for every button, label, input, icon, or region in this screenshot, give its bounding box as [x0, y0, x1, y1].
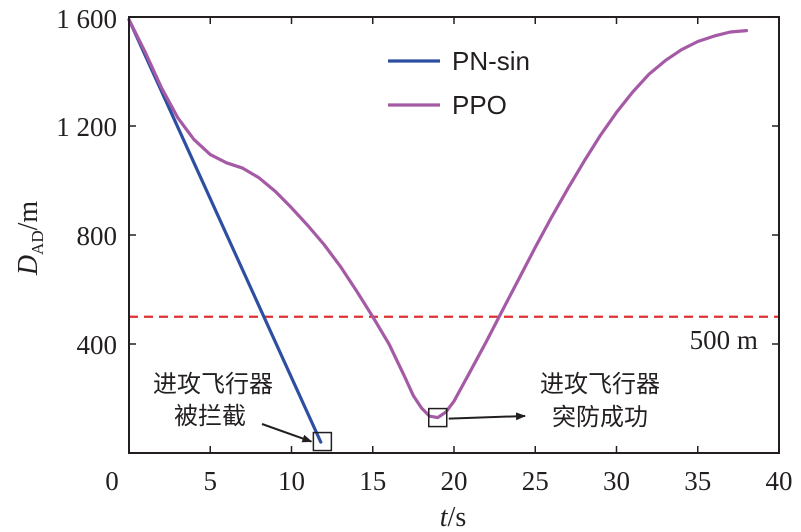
x-tick-label-35: 35: [684, 466, 711, 496]
legend-label-ppo: PPO: [452, 90, 507, 120]
x-tick-label-0: 0: [105, 466, 119, 496]
annotation-intercepted-line-2: 被拦截: [174, 402, 246, 430]
y-axis-unit: /m: [13, 201, 44, 231]
y-tick-label-1200: 1 200: [56, 112, 117, 142]
annotation-arrow-intercepted: [261, 423, 313, 443]
y-axis-title: DAD/m: [13, 201, 47, 277]
x-axis-title: t/s: [440, 502, 466, 532]
y-axis-variable: D: [13, 255, 44, 276]
y-axis-subscript: AD: [28, 230, 47, 255]
annotation-penetrated-line-2: 突防成功: [552, 403, 648, 431]
x-tick-label-15: 15: [359, 466, 386, 496]
marker-square-2: [428, 407, 448, 428]
marker-square-1: [312, 431, 333, 452]
y-tick-label-1600: 1 600: [56, 4, 117, 34]
reference-line-label: 500 m: [690, 325, 758, 355]
x-axis-unit: /s: [448, 502, 467, 532]
x-tick-label-30: 30: [603, 466, 630, 496]
x-tick-label-10: 10: [278, 466, 305, 496]
x-tick-label-25: 25: [522, 466, 549, 496]
annotation-arrow-penetrated: [448, 412, 526, 421]
x-tick-label-40: 40: [766, 466, 793, 496]
x-tick-label-5: 5: [204, 466, 218, 496]
annotation-intercepted-line-1: 进攻飞行器: [153, 370, 273, 398]
y-tick-label-800: 800: [77, 221, 118, 251]
y-tick-label-400: 400: [77, 330, 118, 360]
x-axis-variable: t: [440, 502, 449, 532]
legend-label-pn-sin: PN-sin: [452, 46, 530, 76]
x-tick-label-20: 20: [441, 466, 468, 496]
annotation-penetrated-line-1: 进攻飞行器: [540, 370, 660, 398]
series-line-ppo: [127, 18, 749, 420]
